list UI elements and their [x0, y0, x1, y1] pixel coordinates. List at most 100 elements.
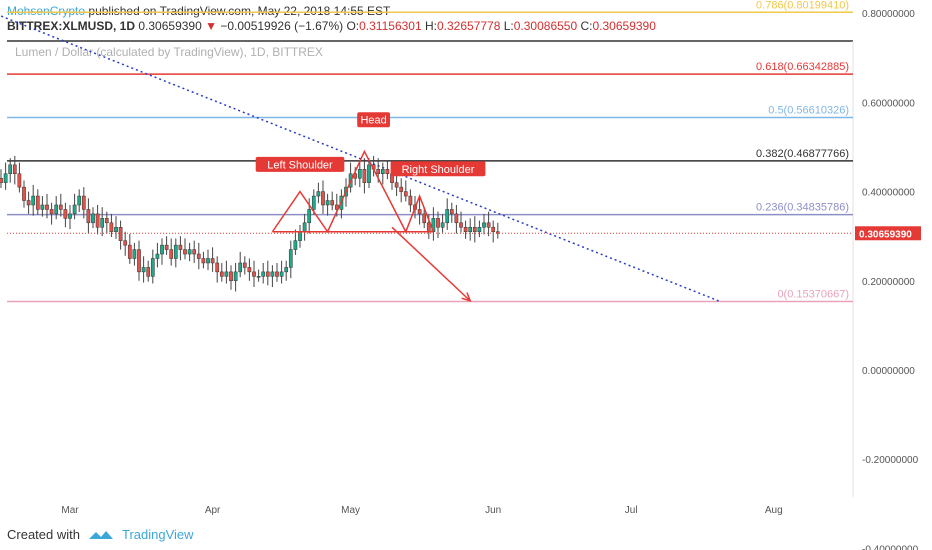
- candle-body: [486, 222, 491, 228]
- candle-body: [417, 209, 422, 215]
- candle-body: [261, 271, 266, 277]
- candle-body: [357, 169, 362, 179]
- candle-body: [321, 191, 325, 206]
- candle-body: [114, 227, 118, 232]
- candle-body: [279, 271, 284, 277]
- candle-body: [477, 227, 482, 232]
- x-tick-label: Jul: [625, 505, 638, 516]
- published-text: published on TradingView.com, May 22, 20…: [88, 4, 391, 18]
- candle-body: [22, 186, 26, 201]
- candle-body: [316, 191, 321, 197]
- candle-body: [491, 227, 496, 232]
- candle-body: [155, 253, 160, 259]
- candle-body: [311, 195, 316, 210]
- down-arrow-icon: ▼: [205, 19, 217, 33]
- candle-body: [472, 227, 477, 232]
- candle-body: [206, 258, 210, 264]
- close-value: 0.30659390: [592, 19, 656, 33]
- target-arrow-line: [391, 226, 471, 302]
- chart-title: Lumen / Dollar (calculated by TradingVie…: [15, 45, 323, 59]
- open-value: 0.31156301: [359, 19, 422, 33]
- candle-body: [164, 244, 169, 250]
- candle-body: [495, 231, 500, 234]
- candle-body: [229, 271, 233, 282]
- candle-body: [95, 213, 100, 228]
- candle-body: [54, 204, 59, 215]
- low-value: 0.30086550: [513, 19, 578, 33]
- annotation-tag-label: Left Shoulder: [267, 159, 333, 171]
- fib-level-label: 0.382(0.46877766): [756, 148, 849, 160]
- candle-body: [219, 271, 224, 277]
- candle-body: [408, 195, 413, 206]
- open-label: O:: [346, 19, 360, 33]
- annotation-tag-bg: [255, 156, 345, 172]
- candle-body: [362, 169, 367, 183]
- fib-level-label: 0.618(0.66342885): [756, 61, 849, 73]
- candle-body: [12, 164, 17, 175]
- y-tick-label: 0.80000000: [862, 9, 915, 20]
- candle-body: [293, 240, 298, 250]
- low-label: L:: [503, 19, 514, 33]
- candle-body: [132, 249, 137, 259]
- candle-body: [72, 204, 77, 215]
- candle-body: [233, 271, 238, 282]
- candle-body: [422, 213, 427, 224]
- candle-body: [3, 173, 8, 183]
- candle-body: [17, 173, 22, 188]
- fib-level-label: 0(0.15370667): [777, 288, 849, 300]
- tradingview-link[interactable]: TradingView: [121, 527, 194, 542]
- candle-body: [330, 200, 335, 206]
- change-value: −0.00519926 (−1.67%): [220, 19, 344, 33]
- fib-level-label: 0.5(0.56610326): [768, 105, 849, 117]
- candle-body: [224, 271, 229, 277]
- candle-body: [482, 222, 486, 228]
- candle-body: [270, 271, 275, 277]
- high-label: H:: [424, 19, 437, 33]
- candle-body: [380, 169, 385, 175]
- candle-body: [302, 222, 307, 232]
- candle-body: [399, 186, 404, 192]
- last-price-badge-label: 0.30659390: [859, 229, 912, 240]
- candle-body: [40, 204, 45, 210]
- ohlc-header: BITTREX:XLMUSD, 1D 0.30659390 ▼ −0.00519…: [7, 19, 656, 33]
- candle-body: [284, 267, 289, 273]
- x-tick-label: Mar: [61, 505, 79, 516]
- candle-body: [454, 213, 459, 224]
- candle-body: [8, 164, 13, 175]
- candle-body: [325, 200, 330, 206]
- trend-line: [0, 14, 719, 302]
- candle-body: [187, 249, 192, 255]
- chart-header: MohsenCrypto published on TradingView.co…: [7, 4, 390, 18]
- y-tick-label: -0.20000000: [862, 455, 919, 466]
- candle-body: [141, 267, 146, 273]
- candle-body: [45, 204, 49, 210]
- candle-body: [127, 244, 132, 259]
- candle-body: [86, 209, 91, 224]
- annotation-tag-label: Right Shoulder: [402, 164, 475, 176]
- candle-body: [238, 262, 243, 273]
- candle-body: [445, 209, 450, 224]
- candle-body: [440, 222, 445, 228]
- target-arrow-head: [461, 292, 472, 303]
- candle-body: [252, 271, 256, 277]
- candle-body: [242, 262, 247, 268]
- candle-body: [68, 213, 72, 219]
- head-shoulders-pattern: [271, 149, 435, 234]
- candle-body: [35, 195, 40, 210]
- author-link[interactable]: MohsenCrypto: [7, 4, 86, 18]
- high-value: 0.32657778: [436, 19, 501, 33]
- candle-body: [109, 222, 114, 232]
- candle-body: [376, 169, 381, 175]
- candle-body: [210, 258, 215, 264]
- candle-body: [178, 244, 183, 250]
- last-price-value: 0.30659390: [138, 19, 202, 33]
- candle-body: [49, 209, 54, 215]
- candle-body: [169, 249, 174, 259]
- x-tick-label: Apr: [205, 505, 221, 516]
- fib-level-label: 0.236(0.34835786): [756, 202, 849, 214]
- candle-body: [394, 182, 399, 188]
- last-price-badge-bg: [855, 226, 921, 241]
- candle-body: [104, 218, 109, 224]
- candle-body: [192, 249, 197, 255]
